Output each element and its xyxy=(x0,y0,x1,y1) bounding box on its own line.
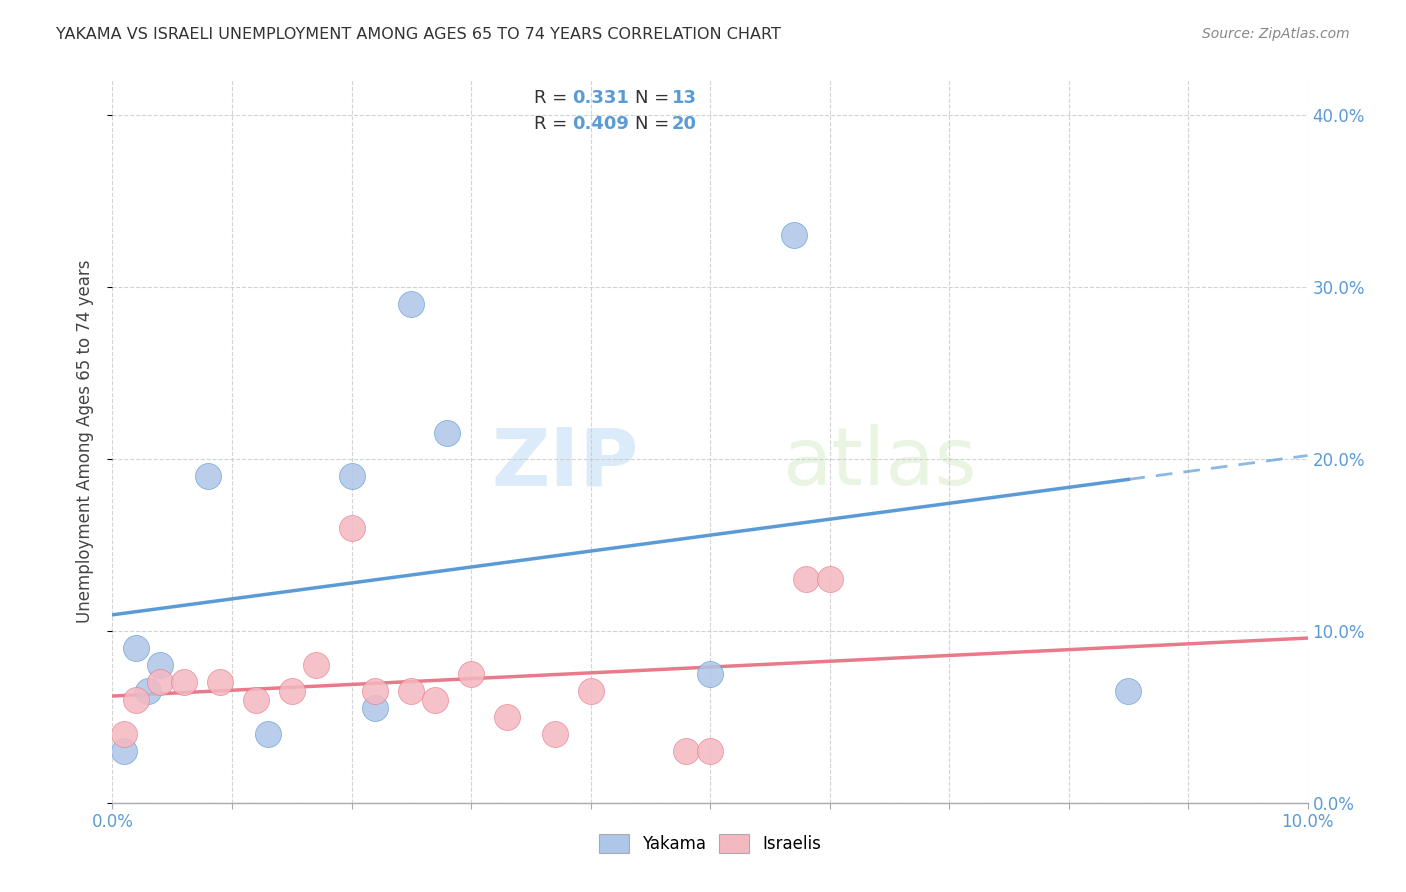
Text: ZIP: ZIP xyxy=(491,425,638,502)
Point xyxy=(699,744,721,758)
Point xyxy=(496,710,519,724)
Point xyxy=(125,640,148,655)
Point xyxy=(305,658,328,673)
Y-axis label: Unemployment Among Ages 65 to 74 years: Unemployment Among Ages 65 to 74 years xyxy=(76,260,94,624)
Text: 13: 13 xyxy=(672,89,697,107)
Point xyxy=(114,727,135,741)
Text: 20: 20 xyxy=(672,115,697,133)
Text: YAKAMA VS ISRAELI UNEMPLOYMENT AMONG AGES 65 TO 74 YEARS CORRELATION CHART: YAKAMA VS ISRAELI UNEMPLOYMENT AMONG AGE… xyxy=(56,27,782,42)
Point xyxy=(579,684,602,698)
Text: atlas: atlas xyxy=(782,425,976,502)
Point xyxy=(675,744,697,758)
Point xyxy=(125,692,148,706)
Point xyxy=(794,572,817,586)
Point xyxy=(436,425,458,440)
Point xyxy=(149,658,172,673)
Point xyxy=(401,297,423,311)
Point xyxy=(197,469,219,483)
Text: N =: N = xyxy=(634,89,675,107)
Text: 0.409: 0.409 xyxy=(572,115,630,133)
Point xyxy=(699,666,721,681)
Point xyxy=(257,727,280,741)
Point xyxy=(149,675,172,690)
Point xyxy=(425,692,447,706)
Point xyxy=(340,520,363,534)
Text: Source: ZipAtlas.com: Source: ZipAtlas.com xyxy=(1202,27,1350,41)
Point xyxy=(281,684,304,698)
Text: N =: N = xyxy=(634,115,675,133)
Point xyxy=(138,684,160,698)
Point xyxy=(340,469,363,483)
Point xyxy=(209,675,232,690)
Point xyxy=(173,675,195,690)
Point xyxy=(1118,684,1140,698)
Point xyxy=(364,684,387,698)
Point xyxy=(401,684,423,698)
Text: R =: R = xyxy=(534,89,574,107)
Point xyxy=(543,727,565,741)
Point xyxy=(245,692,267,706)
Point xyxy=(364,701,387,715)
Text: 0.331: 0.331 xyxy=(572,89,630,107)
Point xyxy=(114,744,135,758)
Point xyxy=(460,666,482,681)
Legend: Yakama, Israelis: Yakama, Israelis xyxy=(592,827,828,860)
Point xyxy=(818,572,841,586)
Text: R =: R = xyxy=(534,115,574,133)
Point xyxy=(783,228,806,243)
